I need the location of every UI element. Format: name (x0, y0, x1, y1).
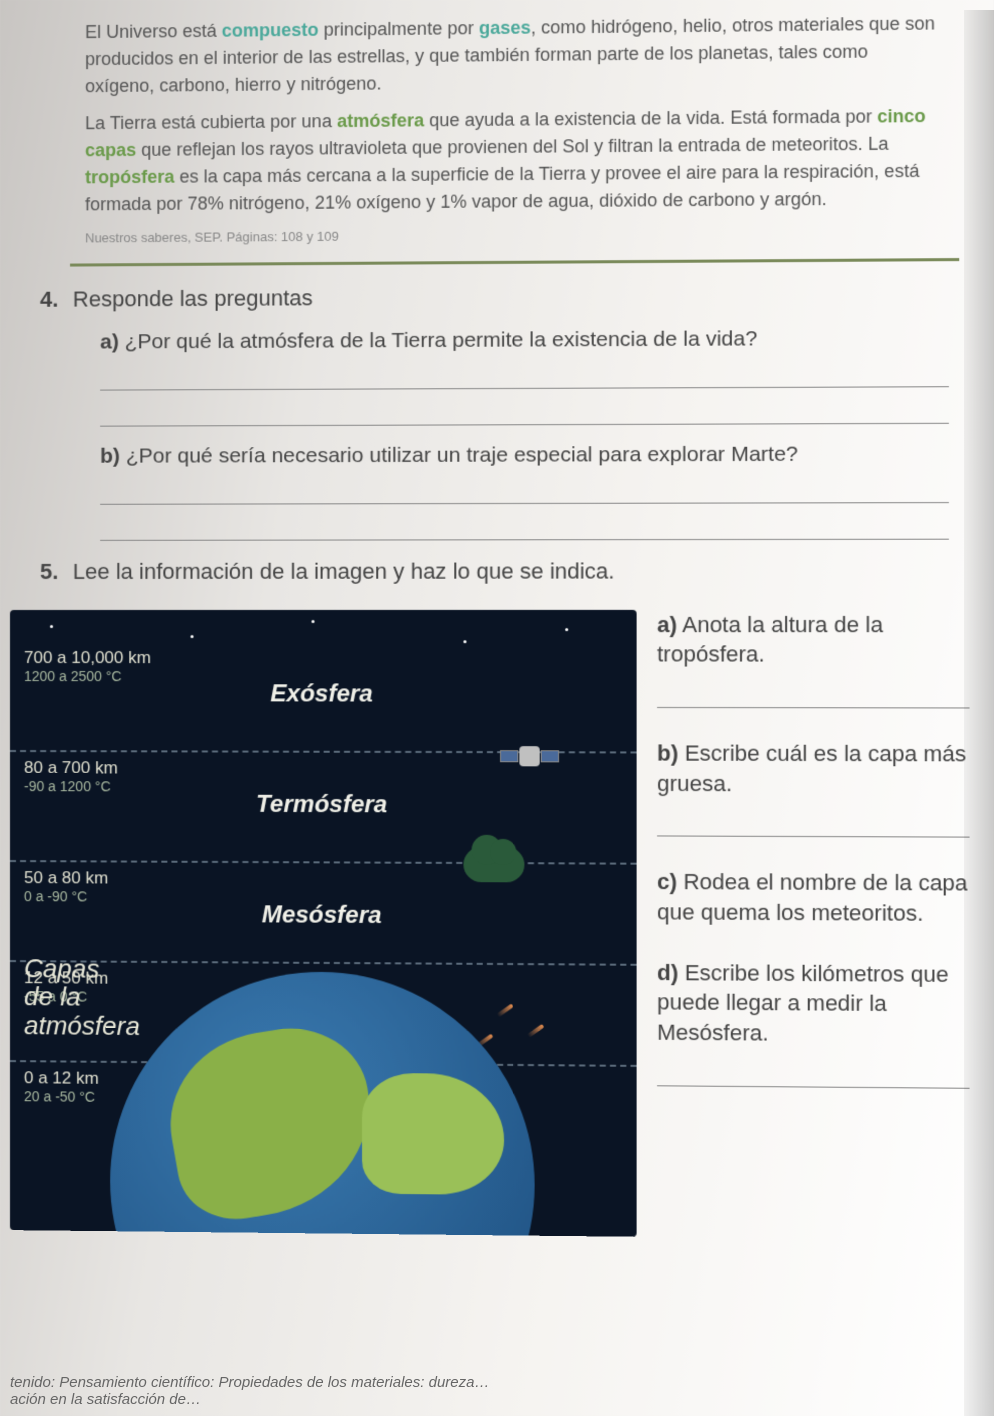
diagram-title: Capas de la atmósfera (24, 954, 140, 1041)
question-4: 4. Responde las preguntas a) ¿Por qué la… (40, 281, 959, 541)
highlight-atmosfera: atmósfera (337, 110, 424, 131)
atmosphere-diagram: 700 a 10,000 km1200 a 2500 °C Exósfera 80 … (10, 609, 637, 1236)
layer-label: 50 a 80 km0 a -90 °C (24, 868, 108, 906)
info-box: El Universo está compuesto principalment… (70, 0, 959, 266)
side-questions: a) Anota la altura de la tropósfera. b) … (657, 609, 980, 1119)
layer-name: Exósfera (270, 680, 372, 708)
answer-line[interactable] (657, 1060, 970, 1089)
layer-name: Termósfera (256, 790, 387, 819)
question-number: 5. (40, 558, 58, 584)
layer-label: 700 a 10,000 km1200 a 2500 °C (24, 648, 151, 685)
meteor-icon (496, 1003, 513, 1017)
layer-divider (10, 860, 637, 865)
info-paragraph-2: La Tierra está cubierta por una atmósfer… (85, 103, 944, 219)
info-paragraph-1: El Universo está compuesto principalment… (85, 10, 944, 100)
answer-line[interactable] (657, 810, 970, 837)
question-number: 4. (40, 286, 58, 312)
question-5a: a) Anota la altura de la tropósfera. (657, 609, 970, 669)
question-5c: c) Rodea el nombre de la capa que quema … (657, 867, 970, 929)
highlight-troposfera: tropósfera (85, 167, 174, 188)
answer-line[interactable] (657, 682, 970, 709)
answer-line[interactable] (100, 472, 949, 504)
question-5d: d) Escribe los kilómetros que puede lleg… (657, 957, 970, 1049)
layer-label: 0 a 12 km20 a -50 °C (24, 1068, 99, 1106)
answer-line[interactable] (100, 356, 949, 390)
question-text: Lee la información de la imagen y haz lo… (73, 558, 615, 585)
question-5b: b) Escribe cuál es la capa más gruesa. (657, 738, 970, 799)
question-4a: a) ¿Por qué la atmósfera de la Tierra pe… (100, 326, 959, 354)
question-text: Responde las preguntas (73, 285, 313, 312)
answer-line[interactable] (100, 393, 949, 426)
page-edge (964, 10, 994, 1416)
question-5: 5. Lee la información de la imagen y haz… (40, 557, 959, 584)
meteor-icon (527, 1023, 544, 1037)
highlight-compuesto: compuesto (222, 20, 319, 41)
question-4b: b) ¿Por qué sería necesario utilizar un … (100, 442, 959, 469)
layer-name: Mesósfera (262, 901, 382, 930)
layer-label: 80 a 700 km-90 a 1200 °C (24, 758, 118, 795)
highlight-gases: gases (479, 17, 531, 38)
earth-icon (110, 970, 534, 1236)
satellite-icon (504, 741, 555, 771)
cloud-icon (463, 846, 524, 882)
reference-note: Nuestros saberes, SEP. Páginas: 108 y 10… (85, 223, 944, 248)
footer-text: tenido: Pensamiento científico: Propieda… (10, 1374, 489, 1408)
answer-line[interactable] (100, 509, 949, 541)
